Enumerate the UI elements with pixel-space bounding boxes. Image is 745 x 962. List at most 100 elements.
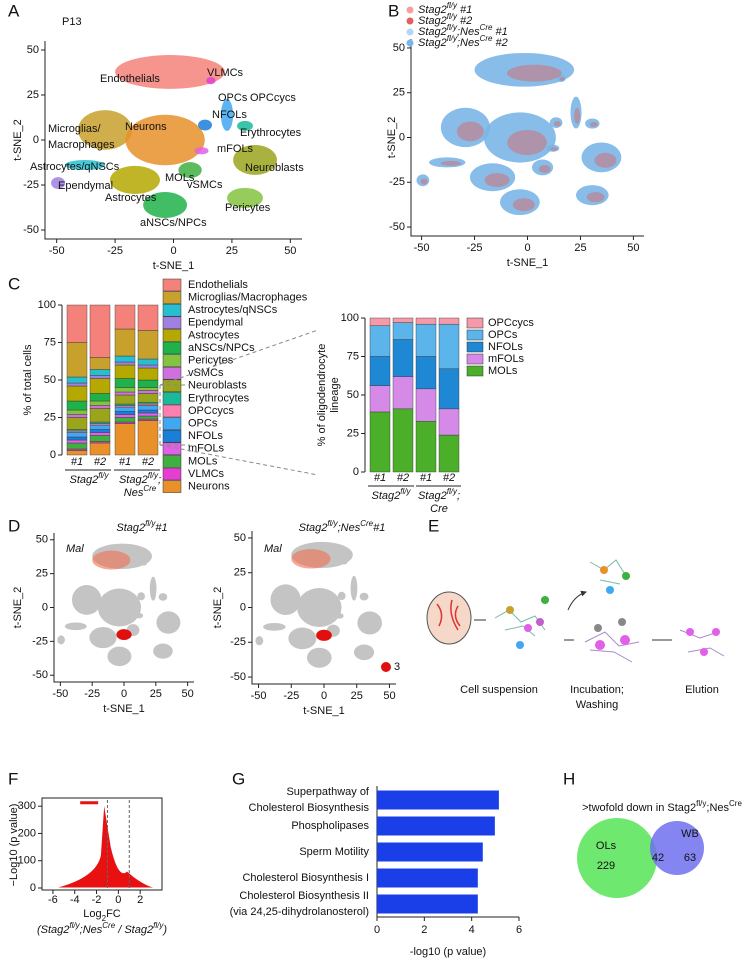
cluster-cloud xyxy=(77,110,133,150)
legend-marker xyxy=(406,28,414,36)
cluster-cloud xyxy=(64,622,87,631)
bar-segment xyxy=(137,393,159,403)
bar-segment xyxy=(66,385,88,402)
legend-label: Astrocytes/qNSCs xyxy=(188,304,278,316)
x-tick-label: -4 xyxy=(70,894,80,906)
y-tick-label: 50 xyxy=(234,532,246,544)
legend-label: Ependymal xyxy=(188,317,243,329)
bar-segment xyxy=(89,424,111,430)
cluster-cloud-overlay xyxy=(559,77,565,81)
legend-swatch xyxy=(466,317,484,329)
cluster-cloud xyxy=(220,98,234,131)
x-tick-label: -2 xyxy=(92,894,102,906)
cluster-label: Endothelials xyxy=(100,73,160,85)
cluster-cloud-overlay xyxy=(484,173,510,188)
bar-segment xyxy=(137,330,159,360)
bar-segment xyxy=(392,339,414,377)
text-part: Cre xyxy=(729,799,742,808)
legend-swatch xyxy=(162,417,182,430)
cluster-cloud xyxy=(359,592,369,601)
bar-segment xyxy=(114,355,136,363)
x-tick-label: 50 xyxy=(182,688,194,700)
cluster-cloud xyxy=(57,635,65,645)
bar-segment xyxy=(114,414,136,418)
legend-swatch xyxy=(162,316,182,330)
bar-segment xyxy=(89,400,111,406)
y-tick-label: 50 xyxy=(36,534,48,546)
cluster-cloud xyxy=(357,611,382,635)
text-part: Stag2 xyxy=(418,4,447,16)
y-axis-label: lineage xyxy=(329,377,341,412)
cell-cluster-top xyxy=(589,559,630,594)
y-tick-label: 100 xyxy=(341,312,359,324)
y-tick-label: 0 xyxy=(42,601,48,613)
cluster-cloud xyxy=(474,52,575,87)
x-tick-label: 0 xyxy=(170,245,176,257)
cluster-cloud xyxy=(499,189,540,216)
cluster-cloud xyxy=(483,112,556,163)
bar-segment xyxy=(66,417,88,430)
text-part: fl/y xyxy=(447,1,458,10)
group-label: Cre xyxy=(430,503,448,515)
bar-segment xyxy=(89,423,111,426)
bar-segment xyxy=(415,323,437,357)
cluster-cloud xyxy=(109,165,160,195)
cluster-cloud xyxy=(141,560,147,566)
cluster-cloud xyxy=(440,107,491,148)
y-tick-label: 25 xyxy=(347,427,359,439)
bar-segment xyxy=(137,387,159,391)
y-axis-label: t-SNE_2 xyxy=(386,117,398,159)
venn-set xyxy=(650,821,704,875)
axis-line xyxy=(53,533,194,683)
bar-segment xyxy=(415,356,437,390)
legend-marker xyxy=(406,39,414,47)
panel-label: B xyxy=(388,1,399,20)
text-part: #2 xyxy=(493,37,508,49)
bar-segment xyxy=(438,368,460,410)
cluster-cloud xyxy=(570,96,582,129)
set-count: 63 xyxy=(684,852,696,864)
category-label: Cholesterol Biosynthesis I xyxy=(242,872,369,884)
text-part: fl/y xyxy=(447,34,458,43)
legend-label: VLMCs xyxy=(188,468,225,480)
expression-cloud xyxy=(92,550,131,570)
text-part: Stag2 xyxy=(116,522,145,534)
zoom-guide xyxy=(159,329,319,476)
legend-label: mFOLs xyxy=(488,353,525,365)
text-part: fl/y xyxy=(696,799,706,808)
x-tick-label: 0 xyxy=(321,690,327,702)
bar-segment xyxy=(66,429,88,432)
cluster-cloud xyxy=(335,613,344,619)
cluster-cloud xyxy=(143,192,188,218)
step-label: Elution xyxy=(685,684,719,696)
text-part: Stag2 xyxy=(299,522,328,534)
step-label: Incubation; xyxy=(570,684,624,696)
y-tick-label: 0 xyxy=(30,882,36,894)
brain-icon xyxy=(426,591,472,645)
bar-segment xyxy=(89,375,111,379)
cluster-cloud-overlay xyxy=(506,64,562,82)
bar-segment xyxy=(137,304,159,331)
legend-marker xyxy=(406,17,414,25)
y-axis-label: % of oligodendrocyte xyxy=(316,344,328,447)
expression-cloud xyxy=(116,629,132,641)
plot-frame xyxy=(41,797,163,891)
y-tick-label: 0 xyxy=(353,466,359,478)
legend-label: mFOLs xyxy=(188,443,225,455)
expression-cloud xyxy=(316,629,332,641)
text-part: FC xyxy=(106,908,121,920)
legend-swatch xyxy=(162,404,182,418)
bar-segment xyxy=(137,379,159,388)
y-tick-label: 100 xyxy=(18,855,36,867)
bar-label: #1 xyxy=(420,472,432,484)
text-part: fl/y xyxy=(400,487,411,496)
bar-segment xyxy=(369,356,391,386)
cluster-label: Microglias/ xyxy=(48,123,102,135)
x-axis-label: t-SNE_1 xyxy=(153,260,195,272)
bar-segment xyxy=(66,439,88,444)
x-tick-label: 6 xyxy=(516,924,522,936)
bar-segment xyxy=(114,406,136,412)
text-part: #1 xyxy=(493,26,508,38)
cluster-cloud xyxy=(135,612,144,619)
arrow xyxy=(567,590,587,611)
